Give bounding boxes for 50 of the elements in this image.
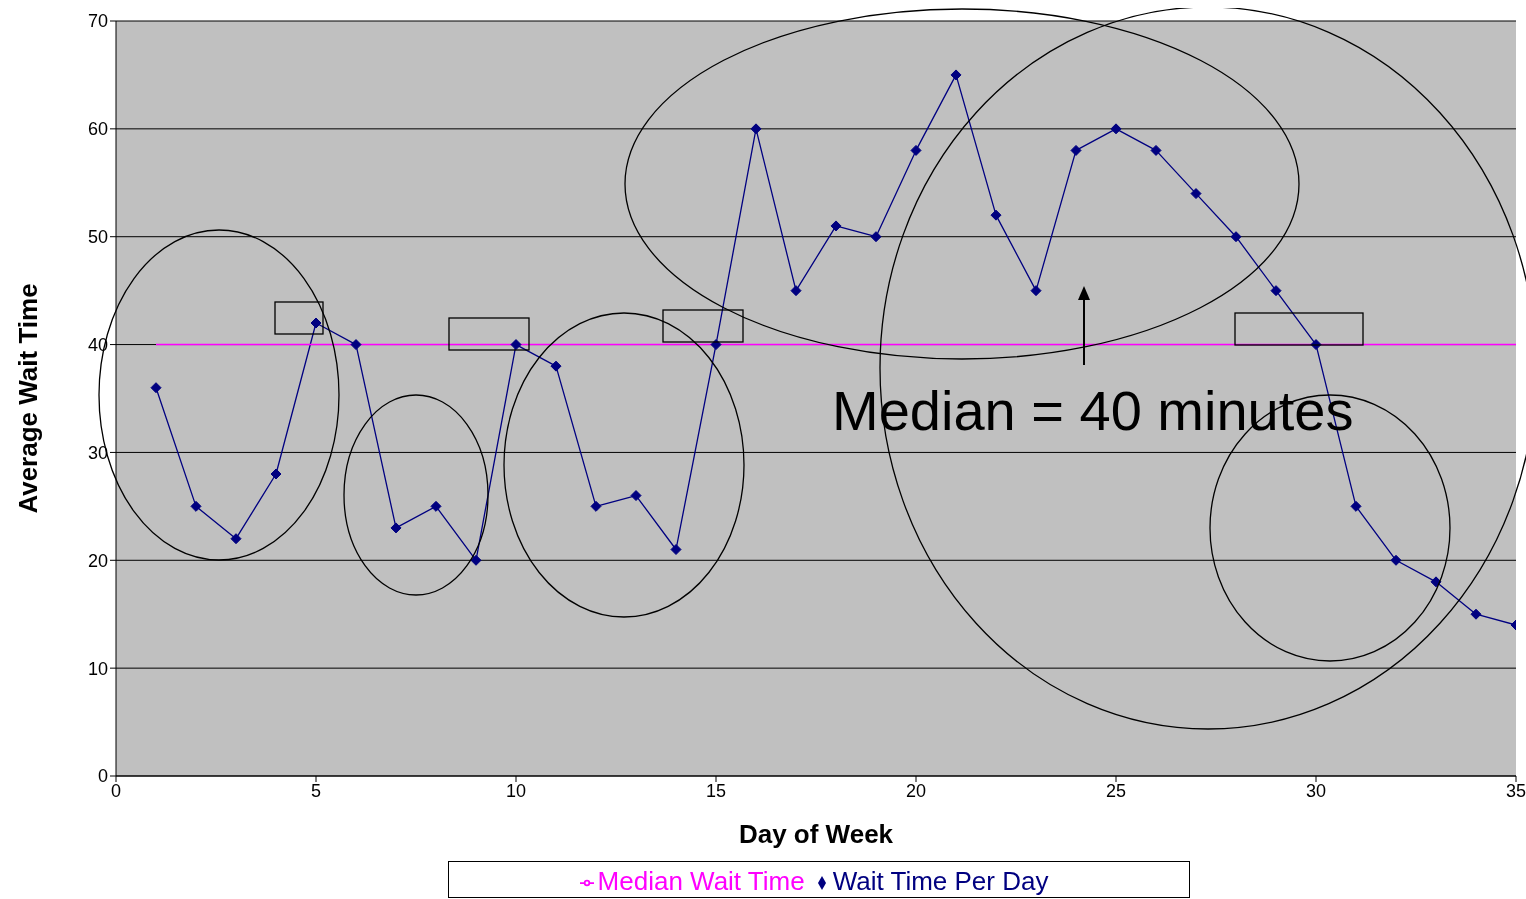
y-tick-label: 70 bbox=[87, 11, 108, 32]
x-tick-label: 0 bbox=[110, 780, 122, 801]
point bbox=[430, 500, 442, 512]
legend-label: Median Wait Time bbox=[597, 866, 805, 896]
point bbox=[1030, 285, 1042, 297]
point bbox=[750, 123, 762, 135]
point bbox=[1070, 144, 1082, 156]
point bbox=[470, 554, 482, 566]
point bbox=[1470, 608, 1482, 620]
point bbox=[270, 468, 282, 480]
x-tick-label: 25 bbox=[1105, 780, 1127, 801]
x-tick-label: 35 bbox=[1505, 780, 1526, 801]
point bbox=[830, 220, 842, 232]
y-tick-label: 60 bbox=[87, 119, 108, 140]
x-tick-label: 10 bbox=[505, 780, 527, 801]
point bbox=[1430, 576, 1442, 588]
point bbox=[910, 144, 922, 156]
point bbox=[670, 544, 682, 555]
y-tick-label: 10 bbox=[87, 658, 108, 679]
x-tick-label: 15 bbox=[705, 780, 727, 801]
point bbox=[150, 382, 162, 394]
point bbox=[1190, 188, 1202, 200]
point bbox=[1230, 231, 1242, 243]
point bbox=[1110, 123, 1122, 135]
point bbox=[310, 317, 322, 329]
x-tick-label: 5 bbox=[310, 780, 322, 801]
point bbox=[590, 500, 602, 512]
y-tick-label: 20 bbox=[87, 550, 108, 571]
y-tick-label: 50 bbox=[87, 227, 108, 248]
point bbox=[550, 360, 562, 372]
point bbox=[950, 69, 962, 81]
point bbox=[1350, 500, 1362, 512]
point bbox=[870, 231, 882, 243]
point bbox=[230, 533, 242, 545]
y-tick-label: 0 bbox=[97, 766, 108, 787]
legend-label: Wait Time Per Day bbox=[832, 866, 1049, 896]
x-axis-title: Day of Week bbox=[738, 819, 894, 849]
point bbox=[390, 522, 402, 534]
y-axis-title: Average Wait Time bbox=[13, 283, 44, 514]
point bbox=[1270, 285, 1282, 297]
point bbox=[350, 339, 362, 351]
point bbox=[510, 339, 522, 351]
point bbox=[1390, 554, 1402, 566]
point bbox=[1150, 144, 1162, 156]
point bbox=[630, 490, 642, 502]
x-tick-label: 30 bbox=[1305, 780, 1327, 801]
point bbox=[990, 209, 1002, 221]
x-tick-label: 20 bbox=[905, 780, 927, 801]
point bbox=[190, 500, 202, 512]
point bbox=[790, 285, 802, 297]
